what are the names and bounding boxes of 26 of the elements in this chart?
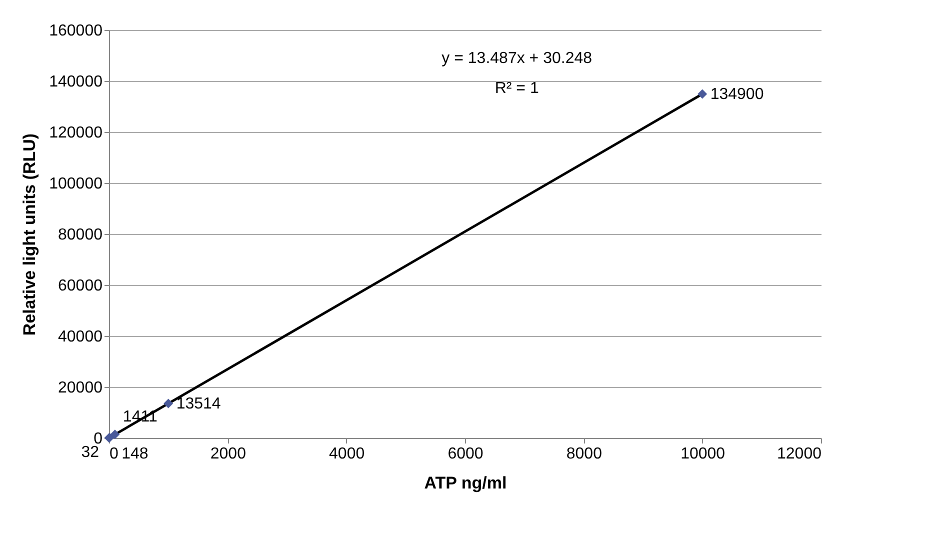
annotation: y = 13.487x + 30.248 bbox=[442, 50, 592, 67]
y-axis-title: Relative light units (RLU) bbox=[20, 133, 40, 336]
data-label: 148 bbox=[122, 446, 148, 463]
y-tick-label: 20000 bbox=[58, 380, 103, 396]
y-tick-label: 80000 bbox=[58, 226, 103, 244]
x-axis-title: ATP ng/ml bbox=[424, 474, 507, 492]
y-tick-label: 140000 bbox=[49, 74, 103, 90]
y-tick-label: 40000 bbox=[58, 328, 103, 346]
data-label: 13514 bbox=[176, 396, 221, 413]
y-tick-label: 60000 bbox=[58, 278, 103, 294]
x-tick-label: 0 bbox=[110, 446, 118, 462]
data-label: 32 bbox=[81, 444, 100, 461]
annotation: R² = 1 bbox=[494, 80, 539, 97]
point bbox=[110, 430, 120, 440]
point bbox=[698, 89, 708, 99]
x-tick-label: 12000 bbox=[777, 446, 822, 462]
x-tick-label: 2000 bbox=[210, 446, 246, 462]
x-tick-label: 4000 bbox=[329, 446, 365, 462]
y-tick-label: 120000 bbox=[49, 124, 103, 142]
x-tick-label: 8000 bbox=[566, 446, 602, 462]
x-tick-label: 10000 bbox=[680, 446, 726, 462]
data-label: 134900 bbox=[710, 86, 764, 104]
x-tick-label: 6000 bbox=[448, 446, 484, 462]
y-tick-label: 160000 bbox=[49, 22, 103, 40]
y-tick-label: 100000 bbox=[49, 176, 103, 192]
point bbox=[164, 398, 174, 408]
